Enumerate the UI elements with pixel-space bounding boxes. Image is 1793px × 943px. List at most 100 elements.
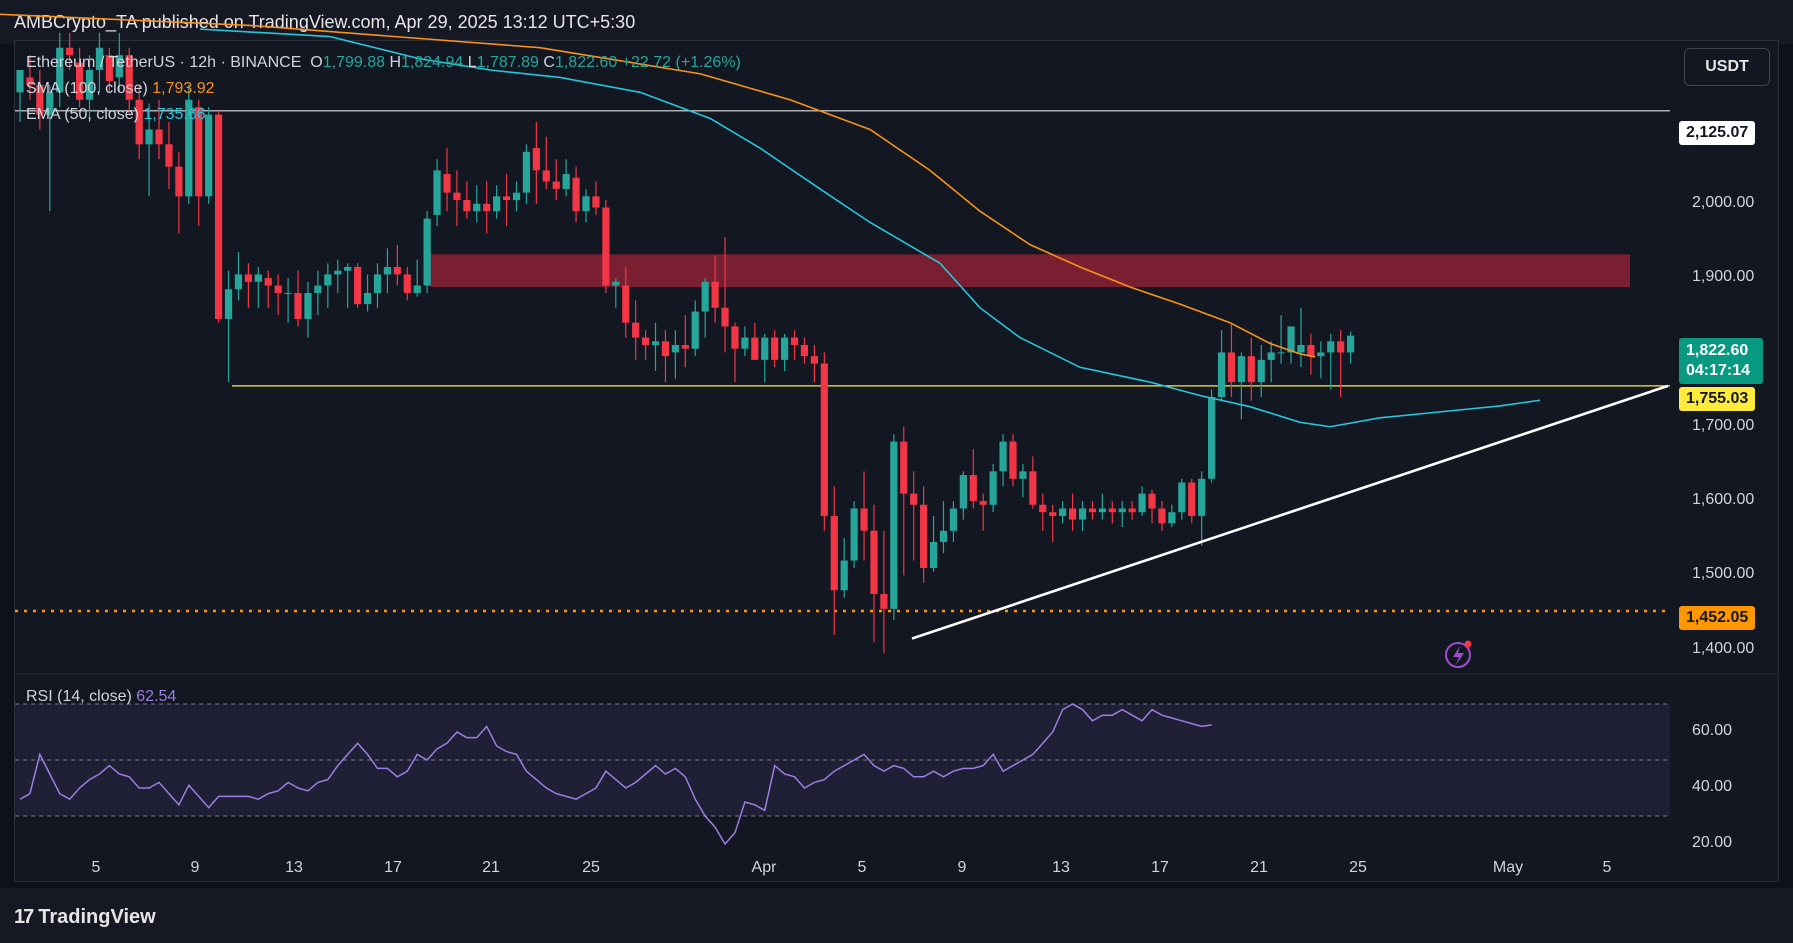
candle-body xyxy=(771,337,779,360)
candle-body xyxy=(344,266,352,271)
candle-body xyxy=(929,541,938,568)
candle-body xyxy=(870,530,878,594)
candle-body xyxy=(701,281,709,312)
candle-body xyxy=(562,174,570,189)
candle-body xyxy=(1049,512,1057,516)
candle-body xyxy=(731,326,739,349)
date-axis-tick: 25 xyxy=(1349,859,1367,876)
candle-body xyxy=(135,99,143,145)
sma-line xyxy=(0,13,1316,358)
candle-body xyxy=(790,337,799,345)
brand-text: TradingView xyxy=(38,906,156,928)
candle-body xyxy=(711,281,719,308)
candle-body xyxy=(354,266,362,305)
currency-button[interactable]: USDT xyxy=(1684,48,1770,86)
candle-body xyxy=(1297,344,1305,353)
candle-body xyxy=(572,177,580,212)
open-value: 1,799.88 xyxy=(322,54,385,71)
candle-body xyxy=(75,62,84,100)
candle-body xyxy=(969,475,977,502)
candle-body xyxy=(224,289,233,319)
candle-body xyxy=(810,356,818,364)
candle-body xyxy=(522,151,531,193)
candle-body xyxy=(363,292,372,305)
candle-body xyxy=(979,501,987,505)
candle-body xyxy=(274,285,282,293)
low-value: 1,787.89 xyxy=(476,54,539,71)
candle-body xyxy=(582,196,590,212)
rsi-legend[interactable]: RSI (14, close) 62.54 xyxy=(26,688,176,706)
candle-body xyxy=(532,148,540,171)
candle-body xyxy=(959,475,967,509)
candle-body xyxy=(830,515,838,591)
candle-body xyxy=(1188,482,1196,516)
candle-body xyxy=(264,278,272,286)
candle-body xyxy=(234,274,243,290)
date-axis-tick: 21 xyxy=(482,859,500,876)
candle-body xyxy=(1158,508,1166,524)
candle-body xyxy=(1009,441,1017,479)
date-axis-tick: 25 xyxy=(582,859,600,876)
current-price-value: 1,822.60 xyxy=(1686,342,1749,359)
price-axis-tick: 2,000.00 xyxy=(1692,193,1755,211)
resistance-zone xyxy=(430,254,1630,288)
date-axis-tick: 9 xyxy=(957,859,967,876)
candle-body xyxy=(16,70,24,93)
candle-body xyxy=(800,344,809,357)
candle-body xyxy=(622,285,630,323)
candle-body xyxy=(56,47,64,93)
candle-body xyxy=(1108,508,1116,513)
candle-body xyxy=(1068,508,1077,520)
rsi-line xyxy=(19,703,1212,846)
candle-body xyxy=(1029,471,1037,505)
low-price-label: 1,452.05 xyxy=(1679,606,1756,630)
price-axis-tick: 1,500.00 xyxy=(1692,565,1755,583)
candle-body xyxy=(403,274,411,293)
alert-dot-icon xyxy=(1464,640,1472,648)
ascending-trendline xyxy=(911,384,1669,640)
candle-body xyxy=(671,344,679,353)
candle-body xyxy=(1217,352,1226,398)
candle-body xyxy=(334,270,342,275)
candle-body xyxy=(1198,478,1206,516)
symbol-legend: Ethereum / TetherUS · 12h · BINANCE O1,7… xyxy=(26,54,741,71)
candle-body xyxy=(900,441,908,494)
candle-body xyxy=(244,274,252,282)
candle-body xyxy=(85,70,94,100)
candle-body xyxy=(125,55,133,100)
rsi-label: RSI (14, close) xyxy=(26,688,132,705)
candle-body xyxy=(314,285,322,293)
candle-body xyxy=(165,144,173,167)
price-axis-tick: 1,400.00 xyxy=(1692,639,1755,657)
candle-body xyxy=(820,363,828,516)
candle-body xyxy=(761,337,769,360)
candle-body xyxy=(205,114,213,197)
candle-body xyxy=(1148,493,1156,509)
candle-body xyxy=(751,337,759,360)
candle-body xyxy=(145,129,153,145)
candle-body xyxy=(880,593,888,609)
candle-body xyxy=(46,92,54,115)
ema-value: 1,735.66 xyxy=(143,106,206,123)
rsi-value: 62.54 xyxy=(136,688,177,705)
candle-body xyxy=(860,508,868,531)
candle-body xyxy=(1287,326,1295,353)
candle-body xyxy=(215,114,223,319)
ema-legend[interactable]: EMA (50, close) 1,735.66 xyxy=(26,106,206,124)
tradingview-mark-icon: 17 xyxy=(14,906,34,928)
candle-body xyxy=(512,192,521,201)
current-price-label: 1,822.60 04:17:14 xyxy=(1679,338,1763,384)
candle-body xyxy=(483,203,491,212)
ema-label: EMA (50, close) xyxy=(26,106,139,123)
candle-body xyxy=(920,504,928,568)
sma-legend[interactable]: SMA (100, close) 1,793.92 xyxy=(26,80,215,98)
rsi-axis-tick: 20.00 xyxy=(1692,834,1733,851)
candle-body xyxy=(1317,352,1325,357)
tradingview-logo[interactable]: 17 TradingView xyxy=(14,906,156,929)
support-price-label: 1,755.03 xyxy=(1679,387,1756,411)
candle-body xyxy=(493,196,501,212)
candle-body xyxy=(1347,335,1355,353)
candle-body xyxy=(66,47,74,56)
high-value: 1,824.94 xyxy=(401,54,464,71)
